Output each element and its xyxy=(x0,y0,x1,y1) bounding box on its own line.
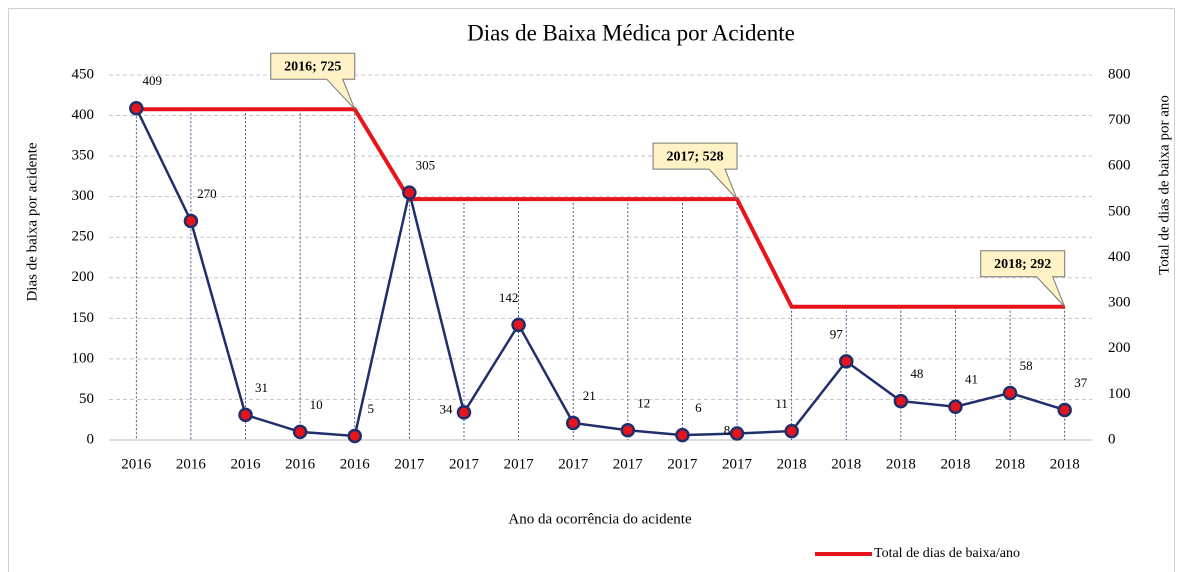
point-marker xyxy=(565,415,581,431)
y-tick-label: 150 xyxy=(72,310,95,326)
x-tick-label: 2017 xyxy=(722,456,753,472)
data-label: 34 xyxy=(439,401,453,416)
data-label: 31 xyxy=(255,380,268,395)
data-label: 12 xyxy=(637,395,650,410)
x-tick-label: 2016 xyxy=(285,456,316,472)
data-label: 270 xyxy=(197,186,217,201)
y-tick-label: 100 xyxy=(72,350,95,366)
series-line xyxy=(135,107,1066,438)
x-tick-label: 2018 xyxy=(831,456,861,472)
x-tick-label: 2017 xyxy=(558,456,589,472)
data-label: 48 xyxy=(910,366,923,381)
annotation-callout xyxy=(652,142,738,200)
data-label: 97 xyxy=(830,326,844,341)
data-label: 10 xyxy=(310,397,323,412)
data-label: 409 xyxy=(143,73,163,88)
data-label: 6 xyxy=(695,400,702,415)
annotation-callout xyxy=(980,250,1066,308)
annotation: 2017; 528 xyxy=(666,149,723,164)
annotation: 2016; 725 xyxy=(284,59,341,74)
data-label: 142 xyxy=(499,290,519,305)
point-marker xyxy=(347,428,362,444)
data-label: 5 xyxy=(368,401,375,416)
x-tick-label: 2017 xyxy=(504,456,535,472)
data-label: 41 xyxy=(965,372,978,387)
series-line xyxy=(136,107,1065,309)
y2-tick-label: 300 xyxy=(1108,295,1131,311)
x-tick-label: 2017 xyxy=(394,456,425,472)
x-tick-label: 2017 xyxy=(449,456,480,472)
point-marker xyxy=(402,185,417,200)
x-axis-label: Ano da ocorrência do acidente xyxy=(508,511,692,527)
y-tick-label: 400 xyxy=(72,107,95,123)
y-tick-label: 50 xyxy=(79,391,94,407)
x-tick-label: 2018 xyxy=(1050,456,1080,472)
data-label: 305 xyxy=(416,158,436,173)
y2-tick-label: 100 xyxy=(1108,386,1131,402)
x-tick-label: 2016 xyxy=(340,456,371,472)
x-tick-label: 2016 xyxy=(231,456,262,472)
point-marker xyxy=(1002,385,1018,401)
data-label: 11 xyxy=(775,396,788,411)
point-marker xyxy=(456,405,472,420)
point-marker xyxy=(620,423,636,438)
data-label: 8 xyxy=(724,422,731,437)
y2-tick-label: 400 xyxy=(1108,249,1131,265)
y-tick-label: 300 xyxy=(72,188,95,204)
annotation-callout xyxy=(270,52,356,110)
x-tick-label: 2017 xyxy=(667,456,698,472)
y2-tick-label: 500 xyxy=(1108,203,1131,219)
point-marker xyxy=(893,393,909,409)
data-label: 58 xyxy=(1020,358,1033,373)
x-tick-label: 2017 xyxy=(613,456,644,472)
y2-tick-label: 0 xyxy=(1108,431,1116,447)
y2-tick-label: 800 xyxy=(1108,66,1131,82)
y-tick-label: 0 xyxy=(87,431,95,447)
y2-axis-label: Total de dias de baixa por ano xyxy=(1156,95,1172,275)
data-label: 37 xyxy=(1074,375,1088,390)
point-marker xyxy=(129,101,144,116)
y2-tick-label: 600 xyxy=(1108,158,1131,174)
data-label: 21 xyxy=(583,388,596,403)
y-tick-label: 450 xyxy=(72,66,95,82)
point-marker xyxy=(948,399,963,414)
x-tick-label: 2018 xyxy=(995,456,1025,472)
point-marker xyxy=(839,354,854,369)
x-tick-label: 2016 xyxy=(176,456,207,472)
y2-tick-label: 200 xyxy=(1108,340,1131,356)
point-marker xyxy=(729,426,745,441)
point-marker xyxy=(675,427,690,443)
point-marker xyxy=(784,423,799,439)
y2-tick-label: 700 xyxy=(1108,112,1131,128)
y-tick-label: 200 xyxy=(72,269,95,285)
chart-title: Dias de Baixa Médica por Acidente xyxy=(467,20,795,45)
point-marker xyxy=(1057,402,1072,418)
point-marker xyxy=(183,213,199,229)
legend-label: Total de dias de baixa/ano xyxy=(874,546,1020,561)
x-tick-label: 2018 xyxy=(886,456,916,472)
annotation: 2018; 292 xyxy=(994,257,1051,272)
y-tick-label: 250 xyxy=(72,229,95,245)
x-tick-label: 2018 xyxy=(940,456,970,472)
x-tick-label: 2018 xyxy=(777,456,807,472)
y-tick-label: 350 xyxy=(72,148,95,164)
point-marker xyxy=(238,407,253,423)
chart-border xyxy=(8,8,1175,572)
y-axis-label: Dias de baixa por acidente xyxy=(24,142,40,301)
point-marker xyxy=(511,317,526,333)
point-marker xyxy=(292,424,308,440)
x-tick-label: 2016 xyxy=(121,456,152,472)
